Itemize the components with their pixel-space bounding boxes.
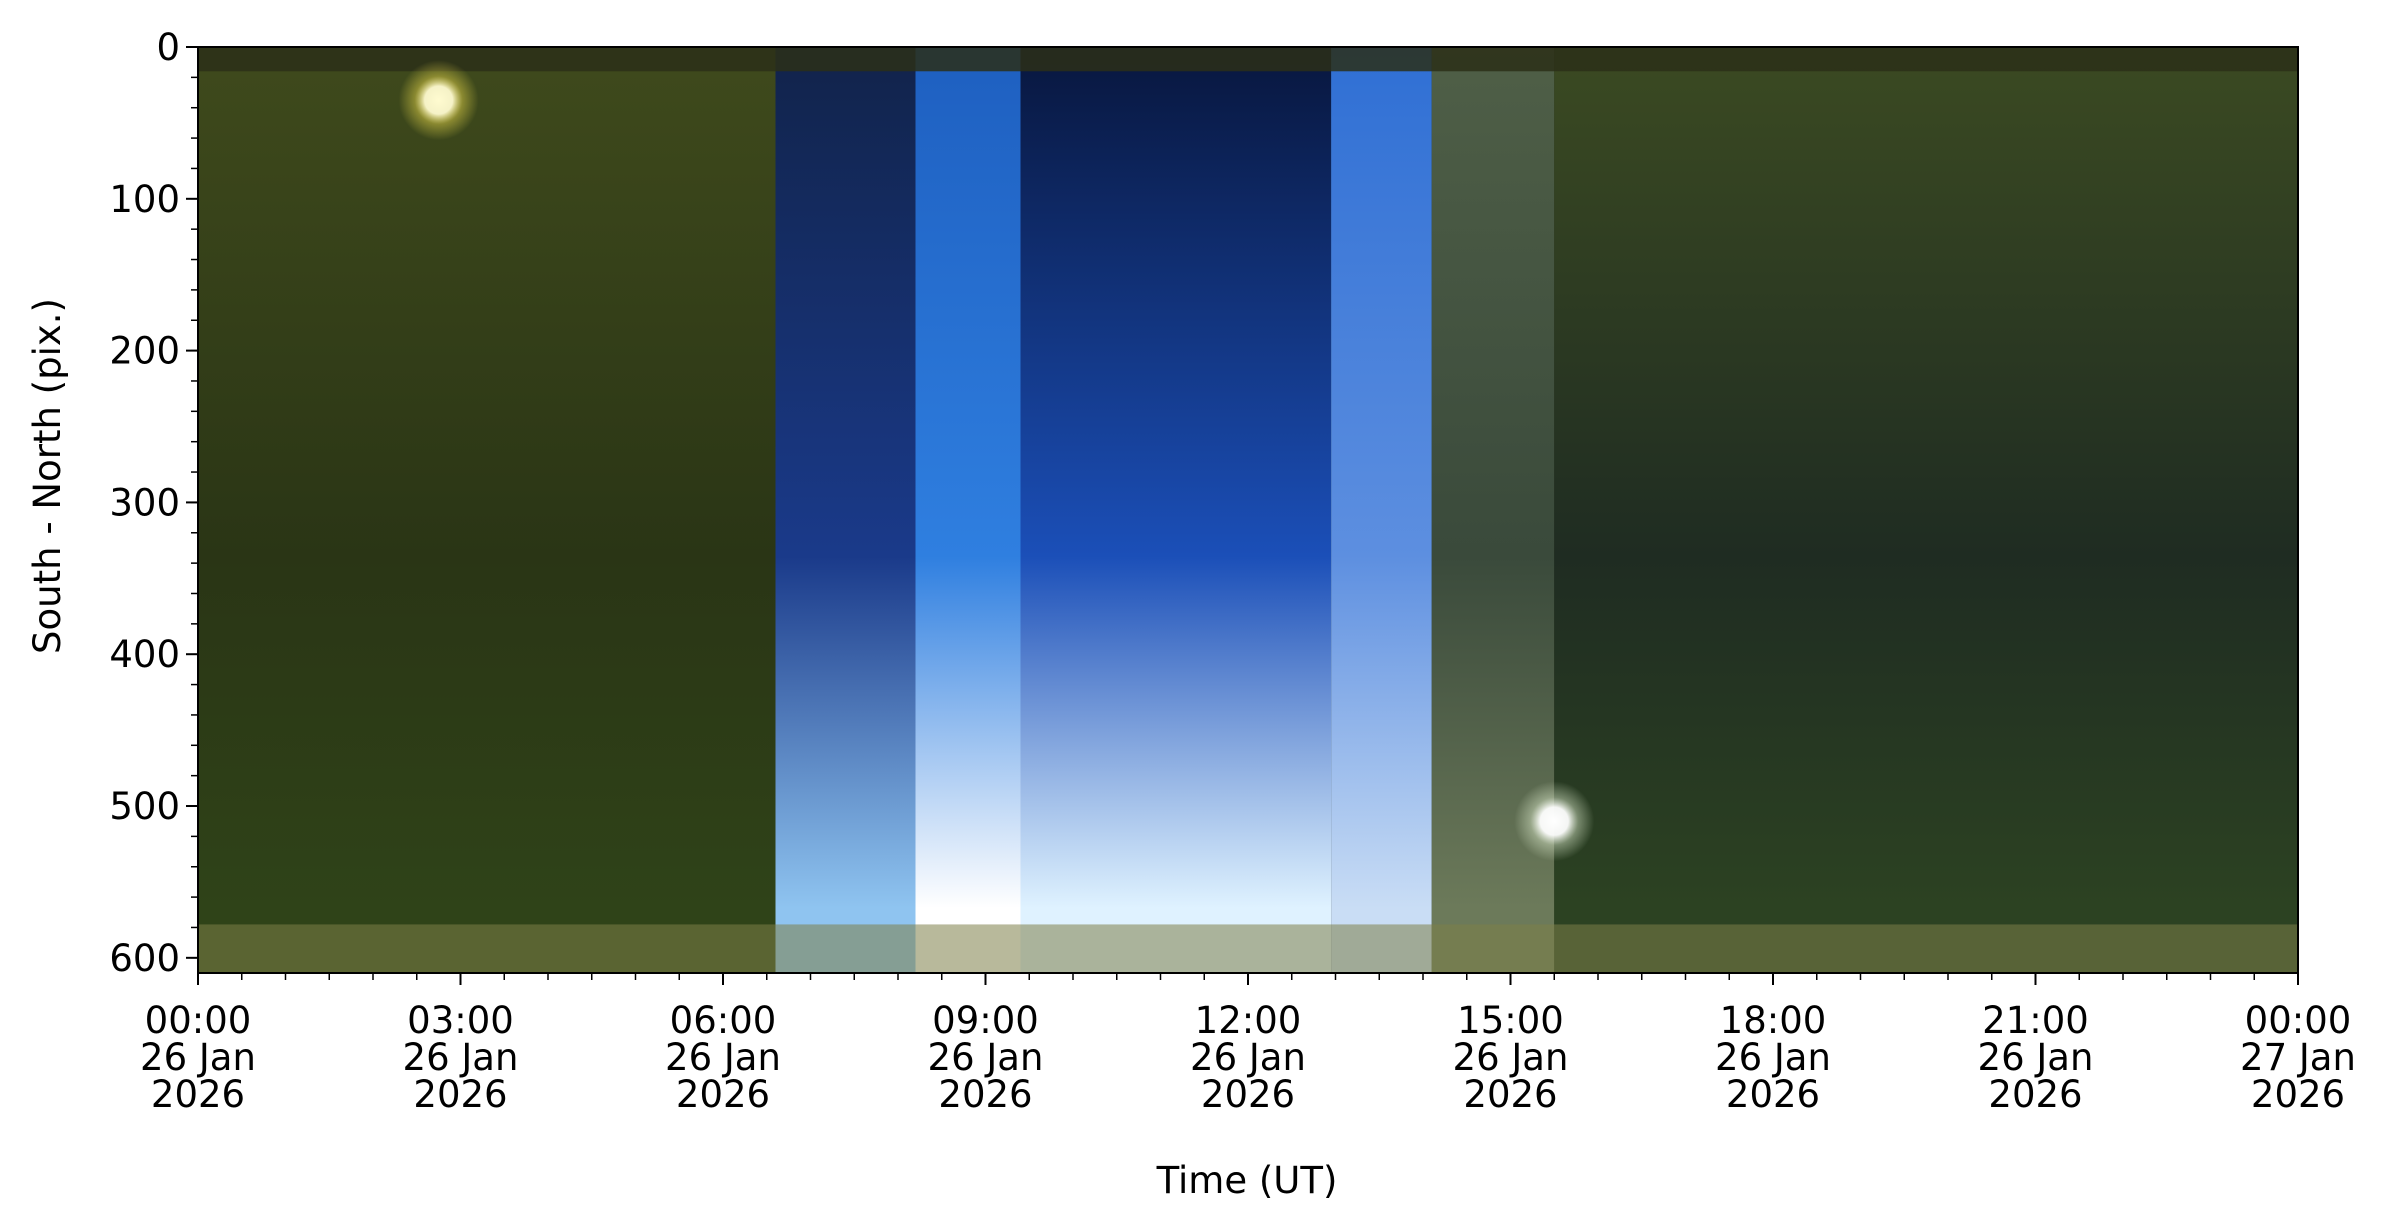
keogram-segment bbox=[1554, 47, 2298, 973]
y-tick-label: 100 bbox=[109, 178, 180, 221]
x-tick-label: 06:00 bbox=[670, 999, 777, 1042]
x-tick-label: 2026 bbox=[1201, 1073, 1295, 1116]
x-tick-label: 2026 bbox=[676, 1073, 770, 1116]
x-tick-label: 21:00 bbox=[1982, 999, 2089, 1042]
y-tick-label: 400 bbox=[109, 633, 180, 676]
x-tick-label: 26 Jan bbox=[140, 1036, 256, 1079]
x-tick-label: 09:00 bbox=[932, 999, 1039, 1042]
x-tick-label: 18:00 bbox=[1720, 999, 1827, 1042]
keogram-segment bbox=[198, 47, 776, 973]
y-tick-label: 200 bbox=[109, 330, 180, 373]
x-tick-label: 26 Jan bbox=[1453, 1036, 1569, 1079]
x-tick-label: 26 Jan bbox=[1978, 1036, 2094, 1079]
x-tick-label: 2026 bbox=[938, 1073, 1032, 1116]
y-tick-label: 0 bbox=[156, 26, 180, 69]
x-tick-label: 26 Jan bbox=[1190, 1036, 1306, 1079]
y-tick-label: 500 bbox=[109, 785, 180, 828]
bright-source bbox=[1514, 781, 1595, 862]
x-axis-title: Time (UT) bbox=[1156, 1159, 1338, 1202]
x-tick-label: 00:00 bbox=[2245, 999, 2352, 1042]
x-tick-label: 03:00 bbox=[407, 999, 514, 1042]
keogram-segment bbox=[775, 47, 916, 973]
keogram-segment bbox=[1020, 47, 1332, 973]
horizon-band bbox=[198, 924, 2298, 973]
y-tick-label: 300 bbox=[109, 481, 180, 524]
y-axis-title: South - North (pix.) bbox=[26, 298, 69, 654]
x-tick-label: 26 Jan bbox=[403, 1036, 519, 1079]
plot-area bbox=[198, 47, 2298, 973]
x-tick-label: 15:00 bbox=[1457, 999, 1564, 1042]
x-tick-label: 2026 bbox=[151, 1073, 245, 1116]
x-tick-label: 2026 bbox=[2251, 1073, 2345, 1116]
x-tick-label: 2026 bbox=[1463, 1073, 1557, 1116]
x-tick-label: 26 Jan bbox=[1715, 1036, 1831, 1079]
x-tick-label: 26 Jan bbox=[665, 1036, 781, 1079]
top-band bbox=[198, 47, 2298, 72]
x-tick-label: 2026 bbox=[413, 1073, 507, 1116]
x-tick-label: 26 Jan bbox=[928, 1036, 1044, 1079]
keogram-segment bbox=[915, 47, 1021, 973]
x-tick-label: 00:00 bbox=[145, 999, 252, 1042]
bright-source bbox=[398, 60, 479, 141]
x-tick-label: 27 Jan bbox=[2240, 1036, 2356, 1079]
x-tick-label: 2026 bbox=[1726, 1073, 1820, 1116]
x-tick-label: 2026 bbox=[1988, 1073, 2082, 1116]
x-tick-label: 12:00 bbox=[1195, 999, 1302, 1042]
y-tick-label: 600 bbox=[109, 937, 180, 980]
keogram-segment bbox=[1331, 47, 1432, 973]
